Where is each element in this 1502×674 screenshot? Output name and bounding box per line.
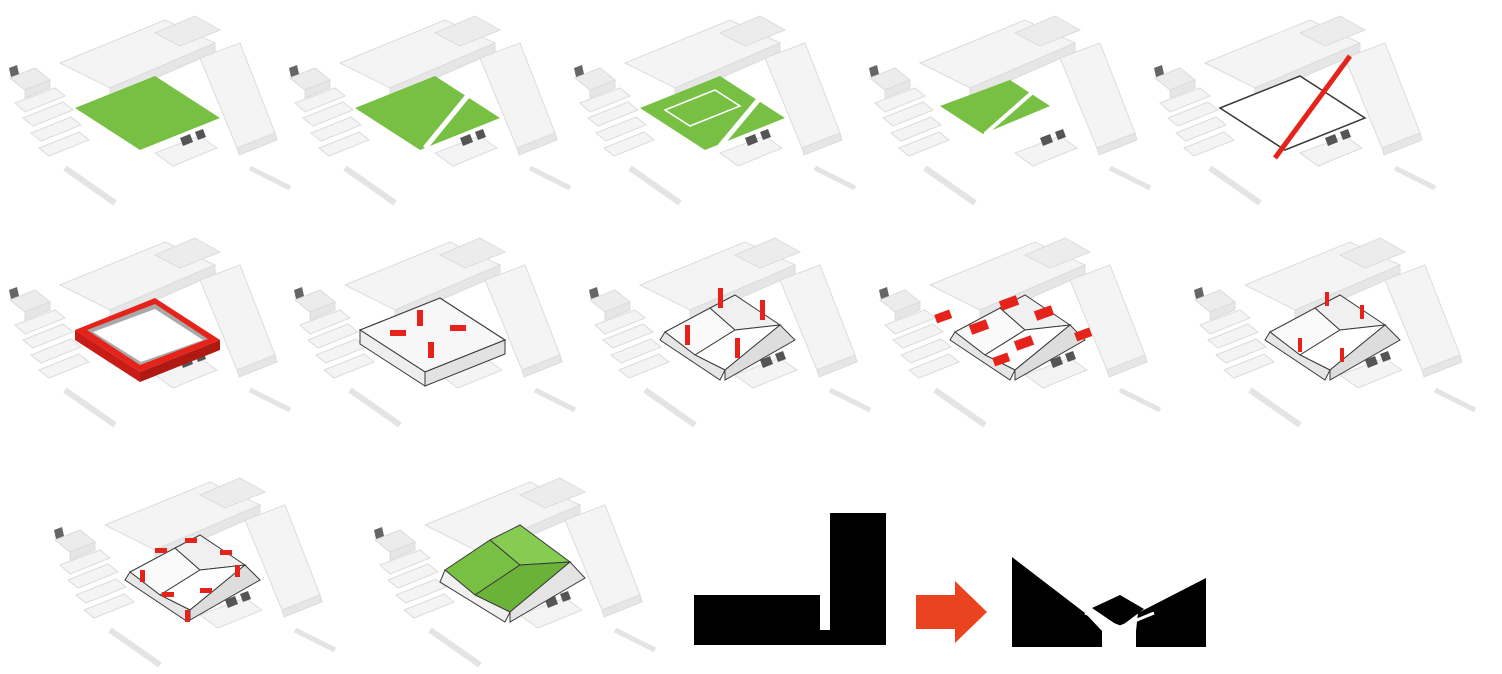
- red-column: [1325, 292, 1329, 306]
- context-buildings: [1154, 15, 1437, 206]
- site-outline: [1218, 75, 1367, 151]
- red-marker: [417, 310, 423, 326]
- diagonal-path: [718, 96, 762, 148]
- green-site-plane: [355, 76, 500, 150]
- context-buildings: [374, 477, 657, 668]
- folded-roof: [124, 534, 261, 621]
- red-dash: [155, 548, 167, 553]
- red-dash: [185, 538, 197, 543]
- step-axonometric-3: [570, 8, 860, 208]
- green-site-plane: [640, 76, 785, 150]
- diagonal-path: [983, 88, 1037, 136]
- red-pad: [1074, 327, 1093, 342]
- red-dash: [162, 592, 174, 597]
- green-folded-roof: [439, 524, 586, 623]
- right-arrow-icon: [916, 581, 987, 643]
- flat-and-tower-massing-icon: [694, 513, 886, 645]
- diagonal-path: [423, 91, 472, 150]
- white-box: [358, 297, 507, 387]
- red-pad: [934, 309, 953, 324]
- red-column: [685, 325, 690, 345]
- red-dash: [220, 550, 232, 555]
- red-column: [1298, 338, 1302, 352]
- context-buildings: [9, 15, 292, 206]
- step-axonometric-11: [50, 470, 340, 670]
- step-axonometric-9: [875, 230, 1165, 430]
- context-buildings: [54, 477, 337, 668]
- section-transformation-diagram: [680, 505, 1240, 665]
- step-axonometric-1: [5, 8, 295, 208]
- folded-roof: [659, 294, 796, 381]
- red-marker: [428, 342, 434, 358]
- red-axis: [1272, 54, 1353, 160]
- step-axonometric-8: [585, 230, 875, 430]
- red-column: [1360, 305, 1364, 319]
- red-pad: [968, 319, 990, 335]
- red-column: [1340, 348, 1344, 362]
- green-site-plane: [940, 80, 1050, 134]
- red-dash: [200, 588, 212, 593]
- step-axonometric-4: [865, 8, 1155, 208]
- step-axonometric-5: [1150, 8, 1440, 208]
- red-pad: [1013, 335, 1035, 351]
- folded-roof-massing-icon: [1012, 557, 1206, 647]
- red-dash: [235, 565, 240, 577]
- field-outline: [663, 89, 742, 127]
- red-pad: [998, 295, 1020, 311]
- step-axonometric-6: [5, 230, 295, 430]
- red-marker: [450, 325, 466, 331]
- step-axonometric-7: [290, 230, 580, 430]
- red-dash: [185, 610, 190, 622]
- context-buildings: [869, 15, 1152, 206]
- red-column: [718, 288, 723, 308]
- green-site-plane: [75, 76, 220, 150]
- folded-roof: [1264, 294, 1401, 381]
- red-column: [760, 300, 765, 320]
- red-column: [735, 338, 740, 358]
- red-marker: [390, 330, 406, 336]
- step-axonometric-12: [370, 470, 660, 670]
- red-pad: [1033, 305, 1055, 321]
- context-buildings: [574, 15, 857, 206]
- context-buildings: [589, 237, 872, 428]
- step-axonometric-2: [285, 8, 575, 208]
- step-axonometric-10: [1190, 230, 1480, 430]
- red-pad: [992, 352, 1011, 367]
- red-dash: [140, 570, 145, 582]
- context-buildings: [879, 237, 1162, 428]
